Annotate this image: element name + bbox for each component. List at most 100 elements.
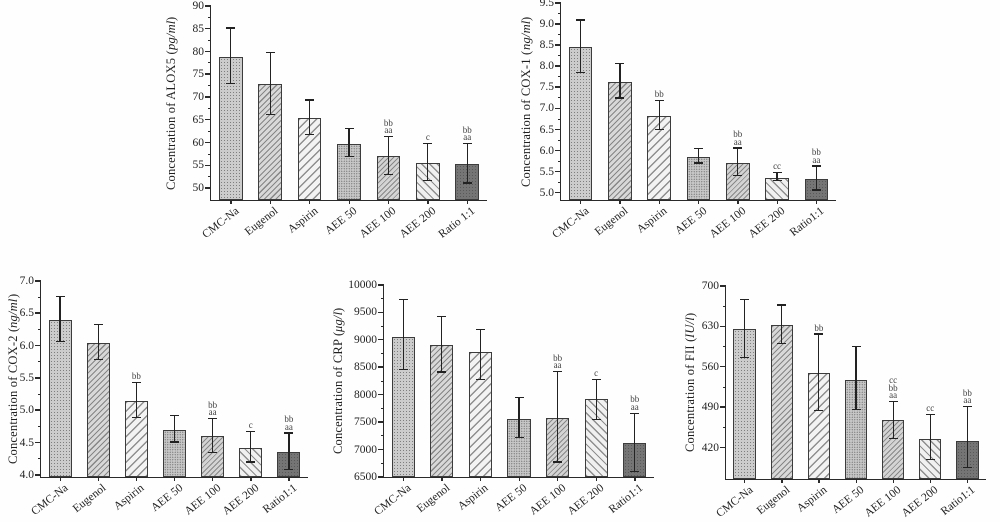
bar-cmc-na <box>391 337 415 477</box>
significance-letter: c <box>425 132 430 143</box>
error-bar-cap-top <box>888 400 898 403</box>
error-bar-cap-bottom <box>383 174 393 176</box>
significance-annotation: bb aa <box>370 118 406 135</box>
y-tick-label: 8500 <box>354 361 377 374</box>
error-bar-cap-bottom <box>962 466 972 469</box>
x-tick <box>97 477 99 481</box>
x-tick <box>658 200 660 204</box>
x-tick <box>59 477 61 481</box>
significance-annotation: c <box>578 369 614 378</box>
y-tick-label: 6.0 <box>539 144 554 157</box>
x-tick-label: Aspirin <box>794 484 830 515</box>
y-tick-label: 4.5 <box>19 436 34 449</box>
error-bar-cap-top <box>398 298 408 300</box>
error-bar-cap-bottom <box>777 342 787 344</box>
error-bar <box>402 299 404 371</box>
y-tick <box>205 50 211 53</box>
x-tick-label: Ratio1:1 <box>606 482 646 516</box>
error-bar-cap-top <box>630 412 640 414</box>
error-bar-cap-top <box>265 52 275 54</box>
error-bar <box>173 416 176 443</box>
significance-letter: c <box>248 420 253 431</box>
y-axis-unit: μg/l <box>331 311 345 333</box>
y-minor-tick <box>207 39 211 41</box>
y-minor-tick <box>37 458 41 460</box>
error-bar <box>250 432 252 463</box>
error-bar <box>815 166 817 191</box>
x-tick-label: AEE 200 <box>899 484 941 520</box>
crp-chart: Concentration of CRP (μg/l) 6500 7000 7500 8… <box>331 279 654 518</box>
y-tick <box>35 474 41 476</box>
error-bar-cap-bottom <box>615 97 625 99</box>
significance-letter: cc <box>926 402 935 413</box>
significance-letter: bb <box>462 124 472 135</box>
x-tick-label: Ratio1:1 <box>788 205 827 239</box>
y-tick <box>205 118 211 121</box>
significance-annotation: bb aa <box>617 395 653 411</box>
error-bar-cap-top <box>93 323 103 325</box>
x-tick-label: CMC-Na <box>549 205 592 241</box>
y-axis-label: Concentration of CRP (μg/l) <box>331 285 346 477</box>
y-minor-tick <box>37 426 41 428</box>
error-bar-cap-bottom <box>344 155 354 158</box>
error-bar-cap-top <box>694 147 703 149</box>
y-tick <box>378 338 384 341</box>
x-tick <box>634 477 636 481</box>
significance-annotation: bb <box>801 322 837 333</box>
error-bar-cap-bottom <box>576 72 586 74</box>
significance-annotation: cc bb aa <box>875 376 911 400</box>
error-bar-cap-bottom <box>398 368 408 371</box>
x-tick-label: Aspirin <box>285 205 320 236</box>
y-minor-tick <box>557 118 561 120</box>
x-tick-label: CMC-Na <box>713 484 755 520</box>
x-tick <box>619 200 621 204</box>
significance-annotation: bb aa <box>798 148 834 165</box>
significance-annotation: bb aa <box>195 401 231 417</box>
error-bar <box>634 413 636 473</box>
significance-letter: bb <box>814 322 824 333</box>
significance-letter: bb <box>131 371 141 382</box>
error-bar <box>929 414 931 460</box>
error-bar-cap-top <box>654 99 664 101</box>
y-minor-tick <box>722 386 726 388</box>
y-tick-label: 490 <box>701 401 719 414</box>
bar-eugenol <box>608 81 632 200</box>
significance-letter: aa <box>812 154 821 165</box>
significance-annotation: bb aa <box>540 354 576 370</box>
y-tick-label: 6.5 <box>539 123 554 136</box>
significance-annotation: cc <box>759 162 795 171</box>
error-bar <box>135 383 137 419</box>
significance-annotation: bb aa <box>271 415 307 431</box>
y-tick-label: 80 <box>192 45 205 58</box>
y-tick-label: 7.5 <box>539 81 554 94</box>
error-bar <box>580 20 582 74</box>
error-bar-cap-top <box>226 27 236 29</box>
y-tick-label: 7.0 <box>19 275 34 287</box>
cox1-chart: Concentration of COX-1 (ng/ml) 5.0 5.5 6.0 6… <box>519 0 836 241</box>
error-bar-cap-top <box>344 128 354 130</box>
y-minor-tick <box>557 181 561 183</box>
error-bar-cap-top <box>55 295 65 298</box>
error-bar-cap-top <box>591 378 601 380</box>
error-bar <box>479 330 482 380</box>
error-bar-cap-bottom <box>630 470 640 473</box>
y-minor-tick <box>557 76 561 78</box>
bar-cmc-na <box>218 57 243 200</box>
x-tick <box>387 200 390 204</box>
error-bar-cap-bottom <box>925 458 935 460</box>
error-bar-cap-bottom <box>851 408 861 411</box>
x-tick-label: Ratio1:1 <box>939 484 978 518</box>
significance-letter: aa <box>463 132 472 142</box>
error-bar-cap-top <box>733 147 743 149</box>
y-tick-label: 6.5 <box>19 307 34 320</box>
x-tick-label: AEE 200 <box>565 482 607 518</box>
bar-aee-50 <box>844 380 868 479</box>
y-tick <box>378 448 384 451</box>
y-tick-label: 65 <box>192 113 205 126</box>
error-bar <box>212 419 214 454</box>
x-tick <box>929 479 932 483</box>
error-bar-cap-bottom <box>208 451 218 454</box>
error-bar-cap-bottom <box>553 461 563 463</box>
y-minor-tick <box>207 107 211 109</box>
x-tick <box>595 477 597 481</box>
